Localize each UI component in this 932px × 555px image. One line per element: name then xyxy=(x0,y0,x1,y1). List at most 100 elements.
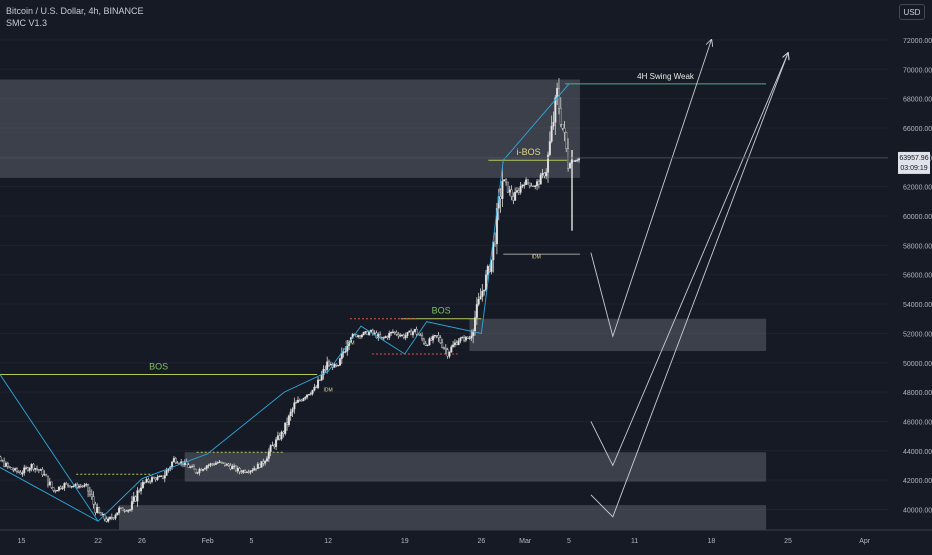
candle-body xyxy=(437,335,440,338)
candle-body xyxy=(121,507,124,511)
candle-body xyxy=(428,338,431,346)
candle-body xyxy=(324,369,327,371)
currency-button[interactable]: USD xyxy=(899,4,925,20)
candle-body xyxy=(477,299,480,305)
candle-body xyxy=(209,463,212,466)
candle-body xyxy=(526,179,529,184)
candle-body xyxy=(87,484,90,492)
candle-body xyxy=(160,475,163,477)
candle-body xyxy=(426,344,429,347)
candle-body xyxy=(441,342,444,348)
candle-body xyxy=(411,331,414,336)
candle-body xyxy=(481,290,484,297)
y-tick-label: 60000.00 xyxy=(903,214,932,221)
candle-body xyxy=(278,435,281,440)
candle-body xyxy=(114,514,117,519)
candle-body xyxy=(130,501,133,510)
structure-label: BOS xyxy=(149,361,168,371)
candle-body xyxy=(183,461,186,466)
candle-body xyxy=(72,485,75,488)
candle-body xyxy=(317,379,320,388)
candle-body xyxy=(545,172,548,177)
candle-body xyxy=(424,343,427,346)
candle-body xyxy=(156,476,159,480)
candle-body xyxy=(337,365,340,367)
candle-body xyxy=(10,467,13,470)
candle-body xyxy=(105,518,108,522)
y-tick-label: 72000.00 xyxy=(903,38,932,45)
candle-body xyxy=(433,335,436,337)
candle-body xyxy=(541,172,544,176)
candle-body xyxy=(129,509,132,511)
candle-body xyxy=(470,335,473,339)
candle-body xyxy=(63,483,66,489)
candle-body xyxy=(534,185,537,187)
candle-body xyxy=(107,518,110,522)
candle-body xyxy=(306,394,309,398)
candle-body xyxy=(233,465,236,468)
candle-body xyxy=(466,336,469,339)
candle-body xyxy=(444,348,447,350)
candle-body xyxy=(322,369,325,375)
candle-body xyxy=(556,88,559,98)
y-axis: 40000.00 42000.00 44000.00 46000.00 48000.00… xyxy=(903,38,932,515)
candle-body xyxy=(123,510,126,512)
candle-body xyxy=(211,463,214,465)
candle-body xyxy=(37,469,40,471)
candle-body xyxy=(59,486,62,489)
candle-body xyxy=(134,496,137,502)
candle-body xyxy=(262,461,265,464)
candle-body xyxy=(355,334,358,338)
candle-body xyxy=(136,490,139,502)
candle-body xyxy=(390,331,393,334)
candle-body xyxy=(368,331,371,336)
candle-body xyxy=(552,122,555,127)
candle-body xyxy=(176,462,179,464)
candle-body xyxy=(435,335,438,337)
candle-body xyxy=(419,334,422,336)
candle-body xyxy=(472,330,475,337)
candle-body xyxy=(406,331,409,336)
candle-body xyxy=(260,461,263,468)
candle-body xyxy=(28,468,31,471)
zigzag-swing-line xyxy=(0,83,570,522)
candle-body xyxy=(238,468,241,472)
candle-body xyxy=(404,335,407,339)
candle-body xyxy=(442,347,445,349)
candle-body xyxy=(127,509,130,512)
candle-body xyxy=(56,490,59,492)
candle-body xyxy=(401,334,404,337)
candle-body xyxy=(271,444,274,447)
candle-body xyxy=(574,160,577,162)
candle-body xyxy=(408,330,411,333)
candle-body xyxy=(359,335,362,338)
candle-body xyxy=(298,399,301,402)
y-tick-label: 54000.00 xyxy=(903,302,932,309)
candle-body xyxy=(140,487,143,492)
y-tick-label: 48000.00 xyxy=(903,390,932,397)
candle-body xyxy=(568,163,571,169)
candle-body xyxy=(402,334,405,339)
candle-body xyxy=(258,463,261,468)
candle-body xyxy=(364,331,367,333)
candle-body xyxy=(311,389,314,394)
candle-body xyxy=(141,481,144,489)
candle-body xyxy=(395,332,398,335)
candle-body xyxy=(4,463,7,467)
candle-body xyxy=(302,398,305,401)
x-tick-label: 26 xyxy=(478,538,486,545)
candle-body xyxy=(486,266,489,276)
candle-body xyxy=(171,461,174,468)
candle-body xyxy=(67,483,70,486)
y-tick-label: 46000.00 xyxy=(903,419,932,426)
candle-body xyxy=(382,337,385,339)
candle-body xyxy=(253,468,256,471)
candle-body xyxy=(517,190,520,193)
candle-body xyxy=(335,363,338,366)
candle-body xyxy=(357,335,360,338)
candle-body xyxy=(45,474,48,477)
candle-body xyxy=(76,484,79,488)
projection-arrow xyxy=(590,53,788,518)
